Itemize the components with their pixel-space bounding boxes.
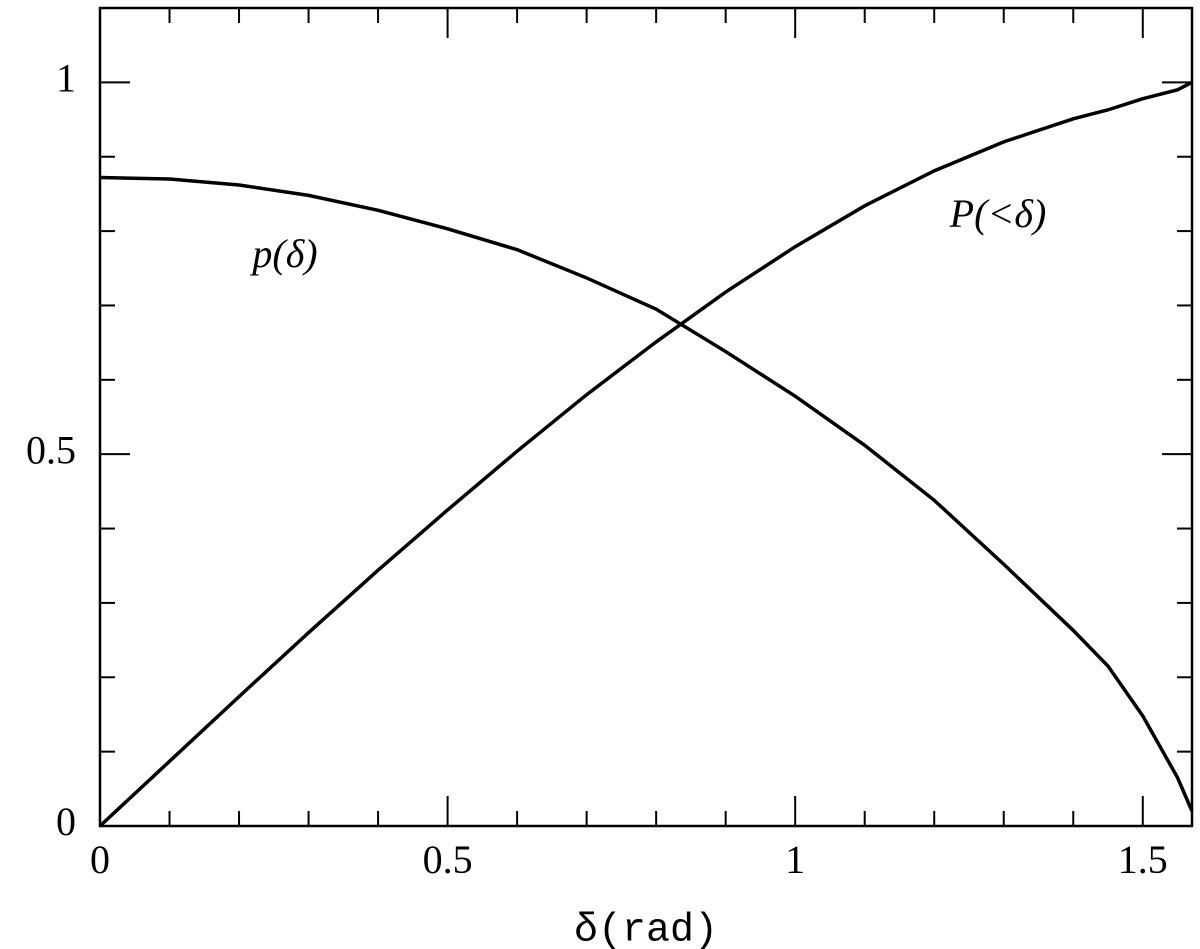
y-tick-label: 0 bbox=[56, 799, 76, 844]
curve bbox=[98, 80, 1193, 828]
y-tick-label: 1 bbox=[56, 56, 76, 101]
x-tick-label: 1 bbox=[785, 837, 805, 882]
curve bbox=[99, 175, 1194, 812]
x-axis-label: δ(rad) bbox=[574, 909, 718, 949]
x-tick-label: 1.5 bbox=[1118, 837, 1168, 882]
y-tick-label: 0.5 bbox=[26, 427, 76, 472]
curve-label: p(δ) bbox=[249, 231, 317, 276]
x-tick-label: 0.5 bbox=[423, 837, 473, 882]
x-tick-label: 0 bbox=[90, 837, 110, 882]
curve-label: P(<δ) bbox=[949, 191, 1047, 236]
plot-frame bbox=[98, 6, 1194, 828]
